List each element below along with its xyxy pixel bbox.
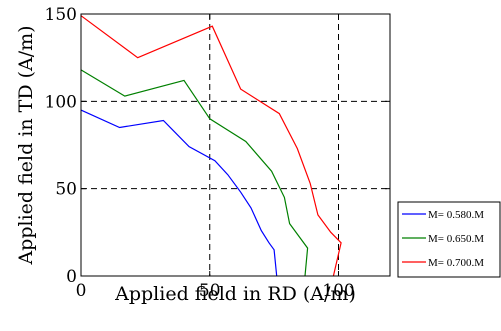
series-line-2 [80,69,309,277]
series-line-3 [80,15,342,277]
axis-ticks: 0 50 100 0 50 100 150 [45,5,390,301]
y-tick-label: 50 [55,180,77,200]
y-tick-label: 100 [45,92,77,112]
grid-lines [81,13,390,276]
legend-label-3: M= 0.700.M [428,257,484,269]
x-tick-label: 0 [76,281,87,301]
series-layer [80,15,342,277]
x-axis-label: Applied field in RD (A/m) [114,283,356,305]
x-tick-label: 100 [322,281,354,301]
y-tick-label: 150 [45,5,77,25]
plot-frame [80,13,391,277]
x-tick-label: 50 [199,281,221,301]
legend-label-2: M= 0.650.M [428,233,484,245]
legend: M= 0.580.M M= 0.650.M M= 0.700.M [397,201,501,278]
y-axis-label: Applied field in TD (A/m) [15,25,37,265]
series-line-1 [80,109,278,277]
legend-label-1: M= 0.580.M [428,209,484,221]
y-tick-label: 0 [66,267,77,287]
